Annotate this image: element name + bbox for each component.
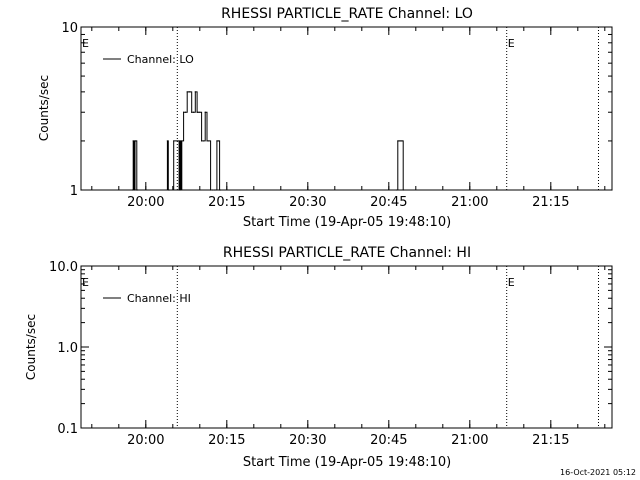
- data-point: [135, 140, 137, 142]
- data-point: [199, 111, 201, 113]
- x-tick-label: 20:45: [370, 433, 407, 448]
- panel-hi-legend-label: Channel: HI: [127, 292, 191, 305]
- panel-lo-x-axis-label: Start Time (19-Apr-05 19:48:10): [243, 215, 451, 230]
- data-point: [210, 189, 212, 191]
- data-point: [398, 140, 400, 142]
- data-point: [219, 189, 222, 191]
- data-point: [211, 189, 213, 191]
- event-marker-label: E: [508, 276, 515, 289]
- data-point: [133, 189, 135, 191]
- panel-lo-plot-frame: [80, 26, 613, 191]
- data-point: [204, 111, 206, 113]
- data-point: [178, 189, 180, 191]
- data-point: [192, 111, 195, 113]
- panel-hi-title: RHESSI PARTICLE_RATE Channel: HI: [223, 245, 471, 261]
- data-point: [201, 140, 203, 142]
- panel-lo-axis-ticks: 20:00 20:15 20:30 20:45 21:00 21:15 1 10: [61, 21, 612, 210]
- data-point: [80, 189, 82, 191]
- x-tick-label: 20:00: [127, 433, 164, 448]
- data-point: [188, 91, 190, 93]
- data-point: [136, 189, 138, 191]
- y-tick-label: 10: [61, 21, 78, 36]
- data-point: [397, 140, 399, 142]
- panel-lo-series: [80, 91, 613, 191]
- data-point: [197, 111, 199, 113]
- data-point: [400, 140, 402, 142]
- panel-lo-legend-label: Channel: LO: [127, 53, 194, 66]
- data-point: [179, 140, 181, 142]
- data-point: [401, 140, 403, 142]
- data-point: [217, 140, 219, 142]
- data-point: [208, 140, 210, 142]
- footer-timestamp: 16-Oct-2021 05:12: [560, 468, 636, 477]
- data-point: [196, 111, 198, 113]
- x-tick-label: 20:45: [370, 195, 407, 210]
- x-tick-label: 21:00: [451, 195, 488, 210]
- data-point: [173, 140, 175, 142]
- event-marker-label: E: [508, 37, 515, 50]
- x-tick-label: 20:15: [208, 433, 245, 448]
- data-point: [215, 189, 217, 191]
- data-point: [181, 140, 183, 142]
- data-point: [206, 140, 208, 142]
- x-tick-label: 20:30: [289, 195, 326, 210]
- data-point: [132, 140, 134, 142]
- data-point: [213, 189, 215, 191]
- x-tick-label: 20:15: [208, 195, 245, 210]
- data-point: [194, 91, 196, 93]
- panel-lo: RHESSI PARTICLE_RATE Channel: LO Start T…: [37, 6, 613, 230]
- y-tick-label: 1.0: [57, 341, 78, 356]
- data-point: [166, 140, 168, 142]
- data-point: [396, 189, 398, 191]
- panel-lo-title: RHESSI PARTICLE_RATE Channel: LO: [221, 6, 473, 22]
- x-tick-label: 21:00: [451, 433, 488, 448]
- x-tick-label: 20:00: [127, 195, 164, 210]
- data-point: [186, 91, 188, 93]
- y-tick-label: 0.1: [57, 422, 78, 437]
- data-point: [183, 111, 185, 113]
- data-point: [191, 111, 193, 113]
- event-marker-label: E: [82, 276, 89, 289]
- x-tick-label: 20:30: [289, 433, 326, 448]
- data-point: [202, 140, 204, 142]
- x-tick-label: 21:15: [532, 433, 569, 448]
- data-point: [402, 189, 404, 191]
- event-marker-label: E: [82, 37, 89, 50]
- data-point: [218, 140, 220, 142]
- data-point: [219, 189, 221, 191]
- panel-hi-axis-ticks: 20:00 20:15 20:30 20:45 21:00 21:15 0.1 1.0 10.0: [49, 260, 612, 448]
- data-point: [399, 140, 401, 142]
- data-point: [167, 189, 169, 191]
- data-point: [216, 140, 218, 142]
- panel-hi-y-axis-label: Counts/sec: [24, 314, 38, 380]
- data-point: [134, 140, 136, 142]
- y-tick-label: 1: [70, 184, 78, 199]
- panel-hi-plot-frame: [80, 265, 613, 429]
- data-point: [189, 91, 191, 93]
- data-point: [611, 189, 613, 191]
- data-point: [184, 111, 186, 113]
- x-tick-label: 21:15: [532, 195, 569, 210]
- data-point: [168, 189, 170, 191]
- y-tick-label: 10.0: [49, 260, 78, 275]
- panel-hi-x-axis-label: Start Time (19-Apr-05 19:48:10): [243, 455, 451, 470]
- panel-lo-y-axis-label: Counts/sec: [37, 75, 51, 141]
- data-point: [399, 140, 402, 142]
- data-point: [137, 189, 139, 191]
- data-point: [131, 189, 133, 191]
- panel-hi: RHESSI PARTICLE_RATE Channel: HI Start T…: [24, 245, 613, 470]
- data-point: [180, 189, 182, 191]
- series-line: [81, 91, 612, 191]
